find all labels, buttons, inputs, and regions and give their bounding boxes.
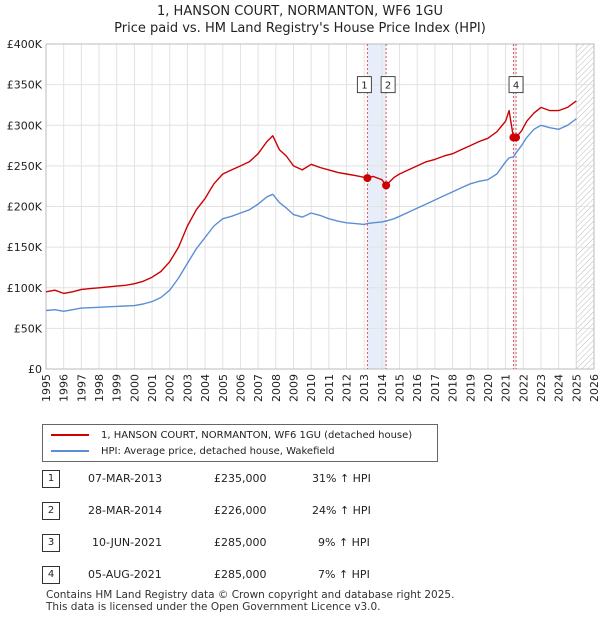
x-tick-label: 2015 <box>394 374 407 402</box>
sale-row: 2 28-MAR-2014 £226,000 24% ↑ HPI <box>42 502 542 522</box>
sale-badge: 3 <box>42 534 60 552</box>
sale-price: £226,000 <box>214 504 267 517</box>
sale-number-box <box>508 76 524 94</box>
x-tick-label: 2006 <box>234 374 247 402</box>
x-tick-label: 1997 <box>75 374 88 402</box>
y-tick-label: £300K <box>7 119 43 132</box>
attribution-footer: Contains HM Land Registry data © Crown c… <box>46 589 454 613</box>
sale-hpi-change: 9% ↑ HPI <box>318 536 370 549</box>
sale-badge: 2 <box>42 502 60 520</box>
legend-item-hpi: HPI: Average price, detached house, Wake… <box>51 443 335 459</box>
sale-row: 4 05-AUG-2021 £285,000 7% ↑ HPI <box>42 566 542 586</box>
x-tick-label: 2003 <box>181 374 194 402</box>
sale-point <box>382 181 391 190</box>
x-tick-label: 1995 <box>40 374 53 402</box>
x-tick-label: 2016 <box>411 374 424 402</box>
sale-number-box <box>356 76 372 94</box>
x-tick-label: 2005 <box>217 374 230 402</box>
legend-label-property: 1, HANSON COURT, NORMANTON, WF6 1GU (det… <box>101 429 413 441</box>
x-tick-label: 2004 <box>199 374 212 402</box>
x-tick-label: 2023 <box>535 374 548 402</box>
x-tick-label: 2014 <box>376 374 389 402</box>
sale-badge: 4 <box>42 566 60 584</box>
sale-date: 28-MAR-2014 <box>88 504 163 517</box>
x-tick-label: 2026 <box>588 374 600 402</box>
x-tick-label: 2018 <box>447 374 460 402</box>
y-tick-label: £150K <box>7 241 43 254</box>
x-tick-label: 2020 <box>482 374 495 402</box>
chart-title-line2: Price paid vs. HM Land Registry's House … <box>114 21 486 36</box>
y-tick-label: £250K <box>7 160 43 173</box>
x-tick-label: 2025 <box>570 374 583 402</box>
x-tick-label: 1998 <box>93 374 106 402</box>
sale-point <box>512 133 521 142</box>
y-tick-label: £200K <box>7 201 43 214</box>
sale-hpi-change: 31% ↑ HPI <box>312 472 371 485</box>
y-tick-label: £100K <box>7 282 43 295</box>
x-tick-label: 2017 <box>429 374 442 402</box>
sale-date: 05-AUG-2021 <box>88 568 162 581</box>
sale-number-label: 2 <box>385 81 391 92</box>
sale-row: 1 07-MAR-2013 £235,000 31% ↑ HPI <box>42 470 542 490</box>
y-tick-label: £50K <box>14 322 43 335</box>
footer-line2: This data is licensed under the Open Gov… <box>46 601 381 613</box>
series-line-hpi <box>45 118 577 312</box>
legend-item-property: 1, HANSON COURT, NORMANTON, WF6 1GU (det… <box>51 427 412 443</box>
footer-line1: Contains HM Land Registry data © Crown c… <box>46 589 455 601</box>
price-chart: £0 £50K £100K £150K £200K £250K £300K £350K £400… <box>7 38 600 402</box>
y-tick-label: £400K <box>7 38 43 51</box>
chart-title-line1: 1, HANSON COURT, NORMANTON, WF6 1GU <box>157 4 443 19</box>
x-tick-label: 1999 <box>111 374 124 402</box>
sale-hpi-change: 24% ↑ HPI <box>312 504 371 517</box>
sale-number-label: 4 <box>513 81 519 92</box>
sale-number-box <box>380 76 396 94</box>
y-tick-label: £350K <box>7 79 43 92</box>
sale-point <box>363 174 372 183</box>
x-tick-label: 2013 <box>358 374 371 402</box>
x-tick-label: 2001 <box>146 374 159 402</box>
sale-row: 3 10-JUN-2021 £285,000 9% ↑ HPI <box>42 534 542 554</box>
x-tick-label: 2008 <box>270 374 283 402</box>
sale-date: 07-MAR-2013 <box>88 472 163 485</box>
sale-price: £285,000 <box>214 568 267 581</box>
legend-swatch-hpi <box>51 450 89 452</box>
x-tick-label: 1996 <box>58 374 71 402</box>
x-tick-label: 2019 <box>464 374 477 402</box>
sale-price: £285,000 <box>214 536 267 549</box>
x-tick-label: 2009 <box>287 374 300 402</box>
sale-badge: 1 <box>42 470 60 488</box>
chart-legend: 1, HANSON COURT, NORMANTON, WF6 1GU (det… <box>42 424 438 462</box>
legend-swatch-property <box>51 434 89 436</box>
x-tick-label: 2021 <box>500 374 513 402</box>
x-tick-label: 2007 <box>252 374 265 402</box>
legend-label-hpi: HPI: Average price, detached house, Wake… <box>101 445 335 457</box>
y-tick-label: £0 <box>28 363 42 376</box>
sale-price: £235,000 <box>214 472 267 485</box>
x-tick-label: 2024 <box>553 374 566 402</box>
series-line-property <box>45 100 577 295</box>
plot-frame <box>45 43 595 370</box>
x-tick-label: 2000 <box>128 374 141 402</box>
sale-hpi-change: 7% ↑ HPI <box>318 568 370 581</box>
sale-date: 10-JUN-2021 <box>92 536 163 549</box>
x-tick-label: 2012 <box>341 374 354 402</box>
sale-number-label: 1 <box>361 81 367 92</box>
x-tick-label: 2010 <box>305 374 318 402</box>
x-tick-label: 2022 <box>517 374 530 402</box>
x-tick-label: 2002 <box>164 374 177 402</box>
x-tick-label: 2011 <box>323 374 336 402</box>
